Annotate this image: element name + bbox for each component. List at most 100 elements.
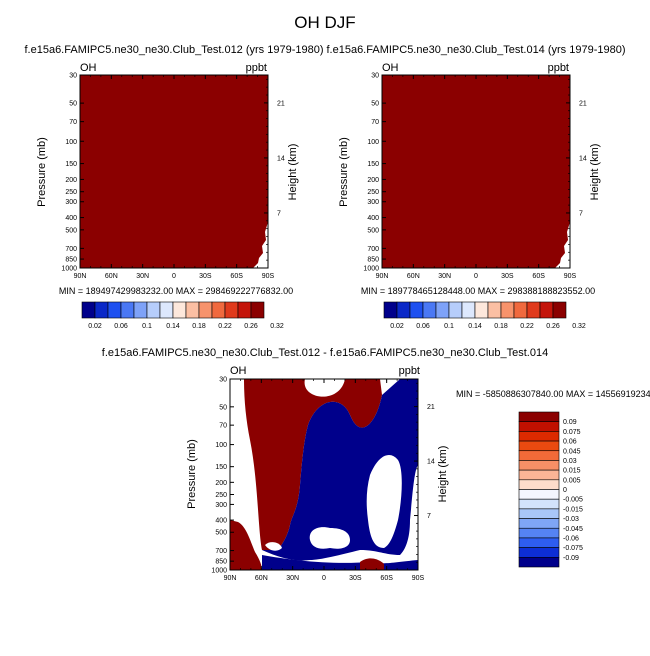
panel-2-y-tick-label: 400 <box>367 215 379 222</box>
panel-2-y-tick-label: 250 <box>367 189 379 196</box>
panel-2-y-tick-label: 100 <box>367 139 379 146</box>
panel-1-x-tick-label: 60N <box>105 273 118 280</box>
panel-1-stats: MIN = 189497429983232.00 MAX = 298469222… <box>59 286 293 296</box>
panel-3-stats: MIN = -5850886307840.00 MAX = 1455691923… <box>456 389 650 399</box>
panel-1-colorbar-box <box>185 301 200 319</box>
panel-2-height-tick-label: 14 <box>579 155 587 162</box>
panel-2-colorbar-label: 0.02 <box>390 323 404 330</box>
panel-3-colorbar-label: -0.005 <box>563 497 583 504</box>
panel-2-y-tick-label: 50 <box>371 101 379 108</box>
panel-3-colorbar-label: -0.075 <box>563 545 583 552</box>
panel-3-colorbar-box <box>518 411 560 422</box>
panel-2-y-tick-label: 850 <box>367 257 379 264</box>
panel-2-colorbar-box <box>526 301 541 319</box>
panel-2-var-label: OH <box>382 62 399 74</box>
panel-1-height-tick-label: 7 <box>277 210 281 217</box>
panel-2-colorbar-label: 0.1 <box>444 323 454 330</box>
panel-2-colorbar-box <box>461 301 476 319</box>
panel-3-title: f.e15a6.FAMIPC5.ne30_ne30.Club_Test.012 … <box>102 347 548 359</box>
panel-2-colorbar-label: 0.26 <box>546 323 560 330</box>
panel-1-y-tick-label: 250 <box>65 189 77 196</box>
panel-1-y-tick-label: 400 <box>65 215 77 222</box>
panel-1-x-tick-label: 0 <box>172 273 176 280</box>
panel-1-x-tick-label: 90S <box>262 273 275 280</box>
panel-2-colorbar-label: 0.32 <box>572 323 586 330</box>
panel-2-x-tick-label: 0 <box>474 273 478 280</box>
panel-3-colorbar-box <box>518 450 560 461</box>
panel-3-colorbar-box <box>518 537 560 548</box>
panel-3-zero-bubble-3 <box>265 542 282 551</box>
panel-3-y-tick-label: 400 <box>215 518 227 525</box>
panel-2-height-tick-label: 7 <box>579 210 583 217</box>
panel-2-ylabel: Pressure (mb) <box>338 137 350 207</box>
panel-2-colorbar-label: 0.06 <box>416 323 430 330</box>
panel-3-y-tick-label: 1000 <box>211 568 227 575</box>
panel-3-colorbar-label: 0 <box>563 487 567 494</box>
panel-1-y-tick-label: 30 <box>69 73 77 80</box>
panel-3-y-tick-label: 250 <box>215 492 227 499</box>
panel-2: f.e15a6.FAMIPC5.ne30_ne30.Club_Test.014 … <box>326 44 625 330</box>
panel-3-y-tick-label: 100 <box>215 442 227 449</box>
panel-3-colorbar: 0.09 0.075 0.06 0.045 0.03 0.015 0.005 0 -0.005 -… <box>518 411 583 568</box>
panel-1-height-tick-label: 14 <box>277 155 285 162</box>
panel-3-colorbar-box <box>518 479 560 490</box>
panel-2-colorbar: 0.02 0.06 0.1 0.14 0.18 0.22 0.26 0.32 <box>383 301 586 330</box>
panel-3-colorbar-label: 0.09 <box>563 419 577 426</box>
panel-3-colorbar-box <box>518 431 560 442</box>
panel-2-colorbar-box <box>539 301 554 319</box>
panel-1-ylabel: Pressure (mb) <box>36 137 48 207</box>
panel-1-colorbar-label: 0.1 <box>142 323 152 330</box>
panel-2-stats: MIN = 189778465128448.00 MAX = 298388188… <box>361 286 595 296</box>
panel-3-colorbar-label: 0.06 <box>563 439 577 446</box>
panel-1-colorbar-box <box>159 301 174 319</box>
panel-2-colorbar-box <box>474 301 489 319</box>
panel-2-colorbar-box <box>435 301 450 319</box>
panel-3-zero-bubble-1 <box>366 455 402 548</box>
panel-2-title: f.e15a6.FAMIPC5.ne30_ne30.Club_Test.014 … <box>326 44 625 56</box>
panel-2-ylabel-right: Height (km) <box>589 144 601 201</box>
panel-3-y-tick-label: 70 <box>219 423 227 430</box>
panel-3-positive-region-lower-left <box>230 520 262 570</box>
panel-1-colorbar-label: 0.02 <box>88 323 102 330</box>
panel-3-positive-region <box>244 379 382 550</box>
panel-1-colorbar-box <box>107 301 122 319</box>
panel-1-colorbar-box <box>81 301 96 319</box>
panel-2-missing-region <box>555 222 570 268</box>
panel-3-colorbar-box <box>518 547 560 558</box>
panel-1-y-tick-label: 850 <box>65 257 77 264</box>
panel-3-y-tick-label: 300 <box>215 502 227 509</box>
panel-2-colorbar-label: 0.22 <box>520 323 534 330</box>
panel-2-y-tick-label: 200 <box>367 177 379 184</box>
panel-3-zero-bubble-2 <box>309 527 350 549</box>
panel-1-ylabel-right: Height (km) <box>287 144 299 201</box>
panel-1-colorbar-box <box>237 301 252 319</box>
panel-1-colorbar-box <box>146 301 161 319</box>
panel-3-x-tick-label: 60N <box>255 575 268 582</box>
panel-1-colorbar-box <box>94 301 109 319</box>
panel-1-colorbar-box <box>120 301 135 319</box>
panel-2-y-tick-label: 70 <box>371 119 379 126</box>
panel-3-colorbar-box <box>518 518 560 529</box>
panel-1-x-tick-label: 90N <box>74 273 87 280</box>
figure-title: OH DJF <box>294 13 355 32</box>
panel-1-y-tick-label: 300 <box>65 199 77 206</box>
panel-3-colorbar-box <box>518 489 560 500</box>
panel-1-x-tick-label: 30S <box>199 273 212 280</box>
panel-3-x-tick-label: 0 <box>322 575 326 582</box>
panel-2-colorbar-box <box>448 301 463 319</box>
panel-1-unit-label: ppbt <box>246 62 267 74</box>
panel-3-height-tick-label: 21 <box>427 404 435 411</box>
panel-1-y-tick-label: 500 <box>65 227 77 234</box>
panel-3-colorbar-box <box>518 421 560 432</box>
panel-3-var-label: OH <box>230 365 247 377</box>
panel-3-colorbar-box <box>518 527 560 539</box>
panel-3-y-tick-label: 30 <box>219 377 227 384</box>
panel-1-colorbar-label: 0.32 <box>270 323 284 330</box>
panel-2-colorbar-box <box>396 301 411 319</box>
panel-2-colorbar-box <box>383 301 398 319</box>
panel-2-x-tick-label: 60S <box>532 273 545 280</box>
panel-3-colorbar-label: 0.03 <box>563 458 577 465</box>
panel-3-y-tick-label: 50 <box>219 404 227 411</box>
panel-3-x-tick-label: 30S <box>349 575 362 582</box>
panel-2-colorbar-box <box>487 301 502 319</box>
